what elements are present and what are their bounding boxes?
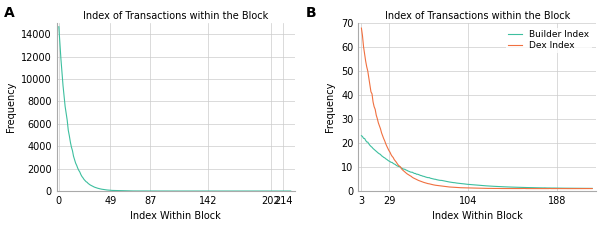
- Builder Index: [547, 187, 554, 189]
- Text: B: B: [306, 6, 317, 20]
- Builder Index: [370, 147, 377, 150]
- Legend: Builder Index, Dex Index: Builder Index, Dex Index: [506, 27, 592, 53]
- Builder Index: [448, 181, 455, 184]
- Y-axis label: Frequency: Frequency: [326, 82, 335, 132]
- Builder Index: [451, 181, 458, 184]
- Text: A: A: [4, 6, 15, 20]
- Builder Index: [532, 186, 539, 189]
- Dex Index: [547, 187, 554, 190]
- Dex Index: [532, 187, 539, 190]
- Dex Index: [448, 186, 455, 188]
- Dex Index: [589, 187, 596, 190]
- Builder Index: [589, 187, 596, 190]
- Builder Index: [502, 185, 509, 188]
- Line: Builder Index: Builder Index: [361, 136, 592, 188]
- Line: Dex Index: Dex Index: [361, 28, 592, 189]
- Dex Index: [370, 101, 377, 103]
- X-axis label: Index Within Block: Index Within Block: [432, 211, 523, 222]
- Builder Index: [358, 134, 365, 137]
- X-axis label: Index Within Block: Index Within Block: [131, 211, 221, 222]
- Dex Index: [502, 187, 509, 190]
- Title: Index of Transactions within the Block: Index of Transactions within the Block: [385, 11, 570, 21]
- Dex Index: [451, 186, 458, 189]
- Dex Index: [585, 187, 592, 190]
- Y-axis label: Frequency: Frequency: [5, 82, 16, 132]
- Dex Index: [358, 27, 365, 30]
- Title: Index of Transactions within the Block: Index of Transactions within the Block: [83, 11, 268, 21]
